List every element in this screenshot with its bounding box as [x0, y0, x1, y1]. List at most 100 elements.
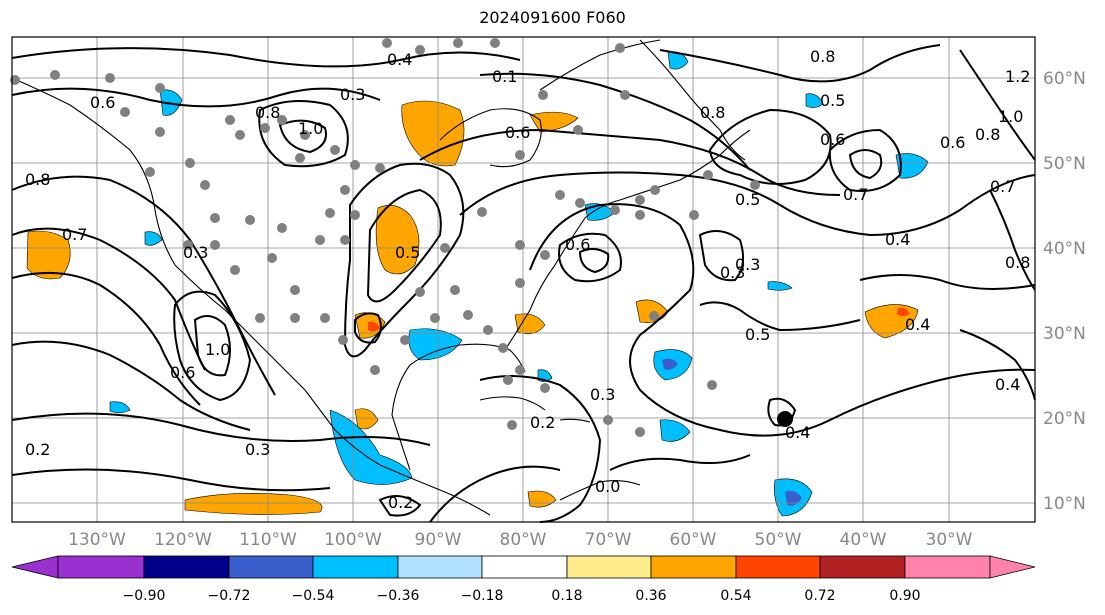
blue-deep-subtropical: [662, 358, 678, 370]
colorbar-tick: −0.90: [123, 588, 166, 604]
contour-label: 0.5: [820, 91, 845, 110]
colorbar-segment: [735, 555, 821, 579]
contour-14: [354, 312, 382, 344]
contour-24: [848, 149, 883, 180]
colorbar-segment: [312, 555, 399, 579]
colorbar-extend-high: [989, 555, 1036, 579]
coastline-gulf: [391, 343, 526, 471]
colorbar-tick: 0.36: [635, 588, 666, 604]
contour-1: [11, 87, 381, 108]
contour-label: 0.1: [492, 67, 517, 86]
colorbar-tick: 0.54: [720, 588, 751, 604]
contour-13: [366, 188, 442, 303]
contour-label: 1.0: [205, 340, 230, 359]
colorbar-segment: [904, 555, 991, 579]
latitude-axis: 60°N 50°N 40°N 30°N 20°N 10°N: [1043, 69, 1086, 514]
contour-label: 0.3: [340, 85, 365, 104]
contour-label: 0.8: [25, 170, 50, 189]
contour-label: 0.4: [785, 423, 810, 442]
contour-26: [989, 189, 1036, 291]
orange-region-south-pacific: [184, 493, 323, 515]
contour-16: [578, 248, 610, 274]
lat-label: 60°N: [1043, 69, 1086, 89]
contour-32: [859, 274, 1036, 290]
lon-label: 60°W: [670, 530, 717, 550]
contour-0: [11, 47, 521, 68]
contour-label: 1.0: [998, 107, 1023, 126]
orange-region-pacific: [26, 230, 71, 280]
contour-label: 0.5: [395, 243, 420, 262]
contour-label: 0.6: [940, 133, 965, 152]
colorbar-segment: [57, 555, 145, 579]
coastlines: [11, 39, 751, 516]
lon-label: 70°W: [585, 530, 632, 550]
contour-label: 0.3: [735, 255, 760, 274]
lon-label: 80°W: [500, 530, 547, 550]
contour-label: 0.8: [1005, 253, 1030, 272]
colorbar-tick: 0.72: [804, 588, 835, 604]
lat-label: 50°N: [1043, 154, 1086, 174]
blue-region-atlantic-east: [895, 153, 929, 179]
contour-label: 0.5: [735, 190, 760, 209]
contour-12: [343, 162, 465, 358]
lat-label: 10°N: [1043, 494, 1086, 514]
contour-label: 0.3: [720, 263, 745, 282]
contour-label: 0.2: [25, 440, 50, 459]
lon-label: 90°W: [415, 530, 462, 550]
contour-31: [699, 301, 861, 332]
contour-label: 0.6: [565, 235, 590, 254]
contour-label: 0.7: [990, 177, 1015, 196]
height-contours: [11, 44, 1036, 523]
orange-region-gulf: [354, 408, 379, 430]
colorbar-segment: [143, 555, 230, 579]
contour-9: [193, 315, 231, 377]
colorbar-segment: [650, 555, 737, 579]
contour-35: [378, 495, 422, 517]
blue-region-baja: [109, 401, 131, 414]
lon-label: 30°W: [926, 530, 973, 550]
contour-label: 0.5: [745, 325, 770, 344]
contour-label: 0.8: [700, 103, 725, 122]
lon-label: 50°W: [755, 530, 802, 550]
contour-label: 0.2: [530, 413, 555, 432]
coastline-east-us: [504, 199, 621, 351]
contour-label: 0.3: [590, 385, 615, 404]
colorbar-segment: [397, 555, 483, 579]
contour-29: [429, 465, 561, 523]
blue-region-east-pacific: [144, 231, 163, 246]
contour-label: 0.7: [843, 185, 868, 204]
contour-8: [173, 290, 252, 402]
blue-region-north-atlantic: [805, 93, 824, 108]
colorbar-segment: [819, 555, 906, 579]
contour-2: [11, 175, 276, 396]
contour-23: [828, 128, 902, 192]
contour-label: 0.6: [90, 93, 115, 112]
contour-label: 0.8: [255, 103, 280, 122]
colorbar-tick: −0.54: [292, 588, 335, 604]
lon-label: 40°W: [840, 530, 887, 550]
contour-11: [278, 119, 327, 154]
contour-label: 0.7: [62, 225, 87, 244]
map-frame: [11, 36, 1036, 523]
contour-label: 1.2: [1005, 67, 1030, 86]
map-title: 2024091600 F060: [479, 8, 626, 27]
lon-label: 110°W: [239, 530, 297, 550]
blue-deep-tropical: [785, 490, 802, 506]
longitude-axis: 130°W 120°W 110°W 100°W 90°W 80°W 70°W 6…: [68, 530, 973, 550]
contour-6: [11, 412, 431, 446]
contour-27: [698, 230, 745, 282]
blue-region-caribbean: [659, 419, 691, 442]
red-region-texas: [368, 321, 380, 332]
contour-22: [708, 108, 832, 185]
storm-center-marker: [777, 411, 793, 427]
contour-28: [479, 375, 602, 523]
contour-label: 0.0: [595, 477, 620, 496]
coastline-hudson-bay: [439, 108, 542, 168]
lon-label: 120°W: [154, 530, 212, 550]
coastline-south-america: [559, 479, 641, 501]
lon-label: 130°W: [68, 530, 126, 550]
contour-5: [11, 340, 251, 431]
contour-label: 0.6: [170, 363, 195, 382]
contour-21: [659, 44, 941, 83]
colorbar-segment: [481, 555, 568, 579]
